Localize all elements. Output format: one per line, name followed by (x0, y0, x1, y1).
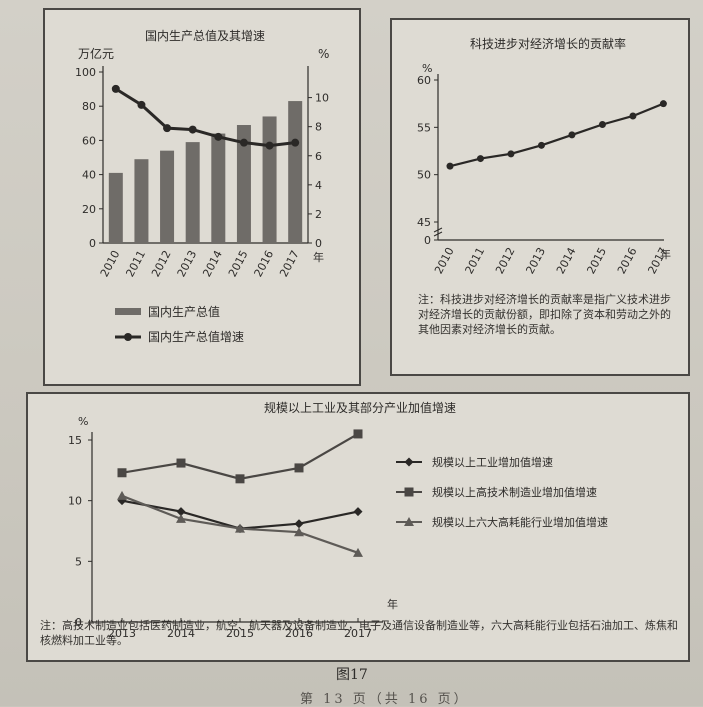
chart3-x-unit: 年 (387, 597, 398, 611)
chart3-series-point (176, 507, 186, 517)
chart3-y-tick-label: 15 (68, 434, 82, 447)
chart2-y-tick-label: 50 (417, 169, 431, 182)
chart2-point (507, 150, 515, 158)
chart1-left-tick-label: 20 (82, 203, 96, 216)
chart2-y-tick-label: 60 (417, 74, 431, 87)
chart1-bar (185, 142, 200, 243)
chart3-series-point (353, 507, 363, 517)
chart3-series-point (176, 458, 186, 468)
chart3-y-tick-label: 0 (75, 616, 82, 629)
chart1-bar (236, 125, 251, 243)
chart1-right-tick-label: 4 (315, 179, 322, 192)
chart3-x-tick-label: 2013 (108, 627, 136, 640)
chart1-bar (262, 116, 277, 243)
industry-chart-note: 注：高技术制造业包括医药制造业，航空、航天器及设备制造业，电子及通信设备制造业等… (40, 619, 678, 647)
chart1-bar (108, 172, 123, 243)
chart1-right-tick-label: 10 (315, 92, 329, 105)
chart1-legend-bar-label: 国内生产总值 (148, 304, 220, 319)
page-footer: 第 13 页（共 16 页） (300, 692, 470, 707)
chart1-growth-point (291, 138, 300, 147)
chart1-left-unit: 万亿元 (78, 46, 114, 61)
chart1-growth-point (214, 132, 223, 141)
chart2-y-tick-label: 45 (417, 216, 431, 229)
chart2-point (537, 141, 545, 149)
chart1-growth-point (137, 100, 146, 109)
chart3-series-point (235, 523, 245, 533)
chart1-growth-point (188, 125, 197, 134)
chart1-right-tick-label: 0 (315, 237, 322, 250)
chart2-title: 科技进步对经济增长的贡献率 (470, 36, 626, 51)
chart3-series-point (353, 547, 363, 557)
chart1-right-tick-label: 6 (315, 150, 322, 163)
chart3-x-tick-label: 2015 (226, 627, 254, 640)
chart1-left-tick-label: 40 (82, 169, 96, 182)
chart3-series-point (294, 519, 304, 529)
chart2-point (629, 112, 637, 120)
chart2-y-unit: % (422, 62, 432, 75)
chart2-line (449, 102, 664, 168)
chart3-y-tick-label: 10 (68, 495, 82, 508)
figure-label: 图17 (336, 667, 368, 683)
chart3-legend-label: 规模以上六大高耗能行业增加值增速 (432, 515, 608, 529)
chart1-right-unit: % (318, 47, 329, 61)
chart2-axis-break (433, 227, 443, 237)
chart3-series-point (176, 513, 186, 523)
chart3-series-point (117, 468, 127, 478)
chart1-legend-line-marker (124, 333, 132, 341)
chart3-legend-marker (404, 457, 414, 467)
chart3-title: 规模以上工业及其部分产业加值增速 (264, 400, 456, 415)
chart3-legend-marker (404, 487, 414, 497)
chart3-x-tick-label: 2017 (344, 627, 372, 640)
chart1-x-unit: 年 (313, 250, 324, 264)
chart1-bar (211, 133, 226, 243)
chart3-legend-label: 规模以上工业增加值增速 (432, 455, 553, 469)
chart1-growth-point (265, 141, 274, 150)
chart3-series-line (121, 432, 359, 480)
chart3-series-point (353, 429, 363, 439)
chart2-point (659, 100, 667, 108)
chart3-legend-label: 规模以上高技术制造业增加值增速 (432, 485, 597, 499)
chart1-left-tick-label: 60 (82, 134, 96, 147)
chart3-series-point (117, 490, 127, 500)
chart1-bar (134, 159, 149, 243)
chart3-series-point (294, 527, 304, 537)
chart1-right-tick-label: 2 (315, 208, 322, 221)
tech-chart-note: 注：科技进步对经济增长的贡献率是指广义技术进步对经济增长的贡献份额，即扣除了资本… (418, 293, 671, 336)
chart1-left-tick-label: 80 (82, 100, 96, 113)
chart3-x-tick-label: 2016 (285, 627, 313, 640)
chart1-growth-line (115, 87, 296, 148)
chart1-growth-point (163, 124, 172, 133)
chart1-bar (160, 150, 175, 243)
chart1-left-tick-label: 100 (75, 66, 96, 79)
chart1-legend-bar-swatch (115, 308, 141, 315)
chart1-left-tick-label: 0 (89, 237, 96, 250)
chart3-legend-marker (404, 517, 414, 526)
chart1-legend-line-label: 国内生产总值增速 (148, 329, 244, 344)
chart1-growth-point (239, 138, 248, 147)
chart2-y-tick-label: 0 (424, 234, 431, 247)
chart3-series-point (235, 474, 245, 484)
chart1-title: 国内生产总值及其增速 (145, 28, 265, 43)
chart2-x-unit: 年 (660, 247, 671, 261)
chart2-point (598, 120, 606, 128)
chart3-series-point (294, 463, 304, 473)
chart3-y-tick-label: 5 (75, 555, 82, 568)
chart1-bar (288, 101, 303, 243)
chart3-y-unit: % (78, 415, 88, 428)
chart1-right-tick-label: 8 (315, 121, 322, 134)
chart2-y-tick-label: 55 (417, 121, 431, 134)
chart2-point (568, 131, 576, 139)
tech-contribution-chart-panel (390, 18, 690, 376)
chart2-point (476, 155, 484, 163)
chart1-growth-point (111, 84, 120, 93)
chart2-point (446, 162, 454, 170)
chart3-x-tick-label: 2014 (167, 627, 195, 640)
